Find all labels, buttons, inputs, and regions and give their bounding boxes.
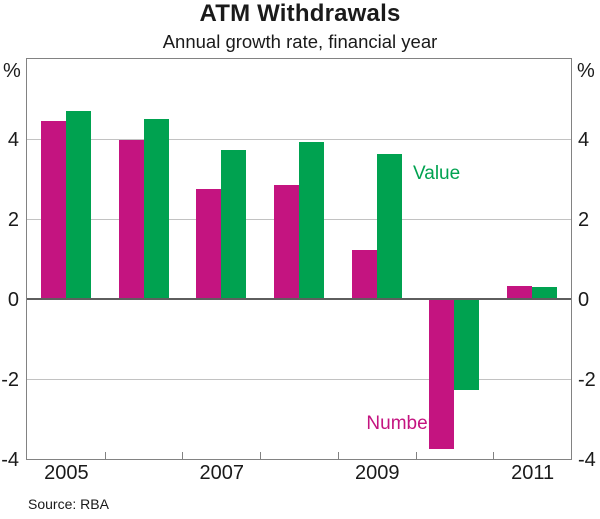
x-axis-tick (260, 452, 262, 459)
zero-axis-line (27, 298, 571, 300)
y-axis-unit-right: % (577, 60, 595, 82)
bar-number-2011 (507, 285, 533, 299)
bar-value-2010 (454, 299, 480, 390)
y-axis-label-left-0: 0 (7, 288, 19, 311)
y-axis-label-left-4: 4 (7, 128, 19, 151)
bar-number-2009 (351, 250, 377, 299)
series-label-value: Value (413, 163, 461, 184)
x-axis-label-2009: 2009 (354, 462, 400, 484)
x-axis-tick (337, 452, 339, 459)
x-axis-tick (182, 452, 184, 459)
bar-number-2010 (429, 299, 455, 450)
x-axis-label-2011: 2011 (511, 462, 555, 484)
bar-value-2009 (376, 154, 402, 299)
x-axis-tick (415, 452, 417, 459)
y-axis-unit-left: % (3, 60, 21, 82)
bar-number-2007 (196, 189, 222, 299)
chart-title: ATM Withdrawals (199, 0, 401, 27)
gridline--2 (27, 379, 571, 380)
y-axis-label-right-0: 0 (578, 288, 590, 311)
y-axis-label-right--2: -2 (578, 368, 596, 391)
bar-value-2005 (65, 111, 91, 299)
y-axis-label-right-4: 4 (578, 128, 590, 151)
plot-area: Value Number (26, 58, 572, 460)
y-axis-label-left--4: -4 (1, 448, 19, 471)
bar-value-2011 (532, 287, 558, 299)
y-axis-label-left-2: 2 (7, 208, 19, 231)
x-axis-tick (104, 452, 106, 459)
x-axis-label-2005: 2005 (44, 462, 89, 484)
source-note: Source: RBA (28, 496, 109, 512)
bar-number-2006 (118, 140, 144, 299)
y-axis-label-right--4: -4 (578, 448, 596, 471)
y-axis-label-right-2: 2 (578, 208, 590, 231)
series-label-number: Number (366, 413, 434, 434)
bar-value-2006 (143, 119, 169, 299)
bar-value-2008 (299, 141, 324, 299)
bar-number-2008 (274, 185, 299, 299)
chart-subtitle: Annual growth rate, financial year (162, 31, 438, 52)
bar-number-2005 (40, 121, 66, 299)
y-axis-label-left--2: -2 (1, 368, 19, 391)
x-axis-label-2007: 2007 (199, 462, 245, 484)
bar-value-2007 (221, 150, 247, 299)
gridline-4 (27, 139, 571, 140)
x-axis-tick (493, 452, 495, 459)
